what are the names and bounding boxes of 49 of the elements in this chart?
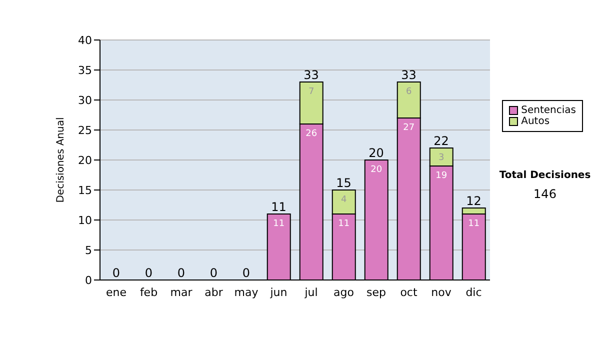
data-label: 11	[273, 219, 285, 229]
total-label: 33	[401, 68, 416, 82]
total-label: 22	[434, 134, 449, 148]
total-label: 0	[242, 266, 250, 280]
x-tick-label: sep	[366, 286, 386, 299]
x-tick-label: ago	[334, 286, 354, 299]
x-tick-label: dic	[466, 286, 482, 299]
y-tick-label: 25	[78, 124, 92, 137]
y-tick-label: 10	[78, 214, 92, 227]
total-label: 12	[466, 194, 482, 208]
data-label: 4	[341, 195, 348, 205]
legend-label: Autos	[521, 116, 550, 127]
x-tick-label: may	[234, 286, 259, 299]
total-label: 0	[210, 266, 218, 280]
y-tick-label: 15	[78, 184, 92, 197]
y-tick-label: 0	[85, 274, 92, 287]
data-label: 11	[338, 219, 350, 229]
y-tick-label: 40	[78, 34, 92, 47]
y-tick-label: 35	[78, 64, 92, 77]
y-tick-label: 20	[78, 154, 92, 167]
data-label: 20	[370, 165, 382, 175]
y-tick-label: 5	[85, 244, 92, 257]
data-label: 11	[468, 219, 480, 229]
total-label: 0	[112, 266, 120, 280]
data-label: 27	[403, 123, 415, 133]
x-tick-label: ene	[106, 286, 127, 299]
text: Total Decisiones	[498, 170, 592, 181]
data-label: 19	[436, 171, 448, 181]
x-tick-label: feb	[140, 286, 158, 299]
total-label: 15	[336, 176, 352, 190]
x-tick-label: abr	[204, 286, 224, 299]
x-tick-label: oct	[400, 286, 418, 299]
text: 146	[532, 187, 558, 201]
y-tick-label: 30	[78, 94, 92, 107]
legend-label: Sentencias	[521, 105, 576, 116]
x-tick-label: jun	[269, 286, 288, 299]
data-label: 6	[406, 87, 412, 97]
total-label: 0	[144, 266, 153, 280]
data-label: 3	[438, 153, 444, 163]
x-tick-label: jul	[304, 286, 318, 299]
x-tick-label: mar	[170, 286, 193, 299]
x-tick-label: nov	[431, 286, 452, 299]
y-axis-title: Decisiones Anual	[56, 117, 67, 203]
total-label: 0	[177, 266, 186, 280]
data-label: 7	[308, 87, 314, 97]
total-label: 20	[368, 146, 384, 160]
total-label: 11	[271, 200, 286, 214]
data-label: 26	[306, 129, 318, 139]
total-label: 33	[304, 68, 319, 82]
